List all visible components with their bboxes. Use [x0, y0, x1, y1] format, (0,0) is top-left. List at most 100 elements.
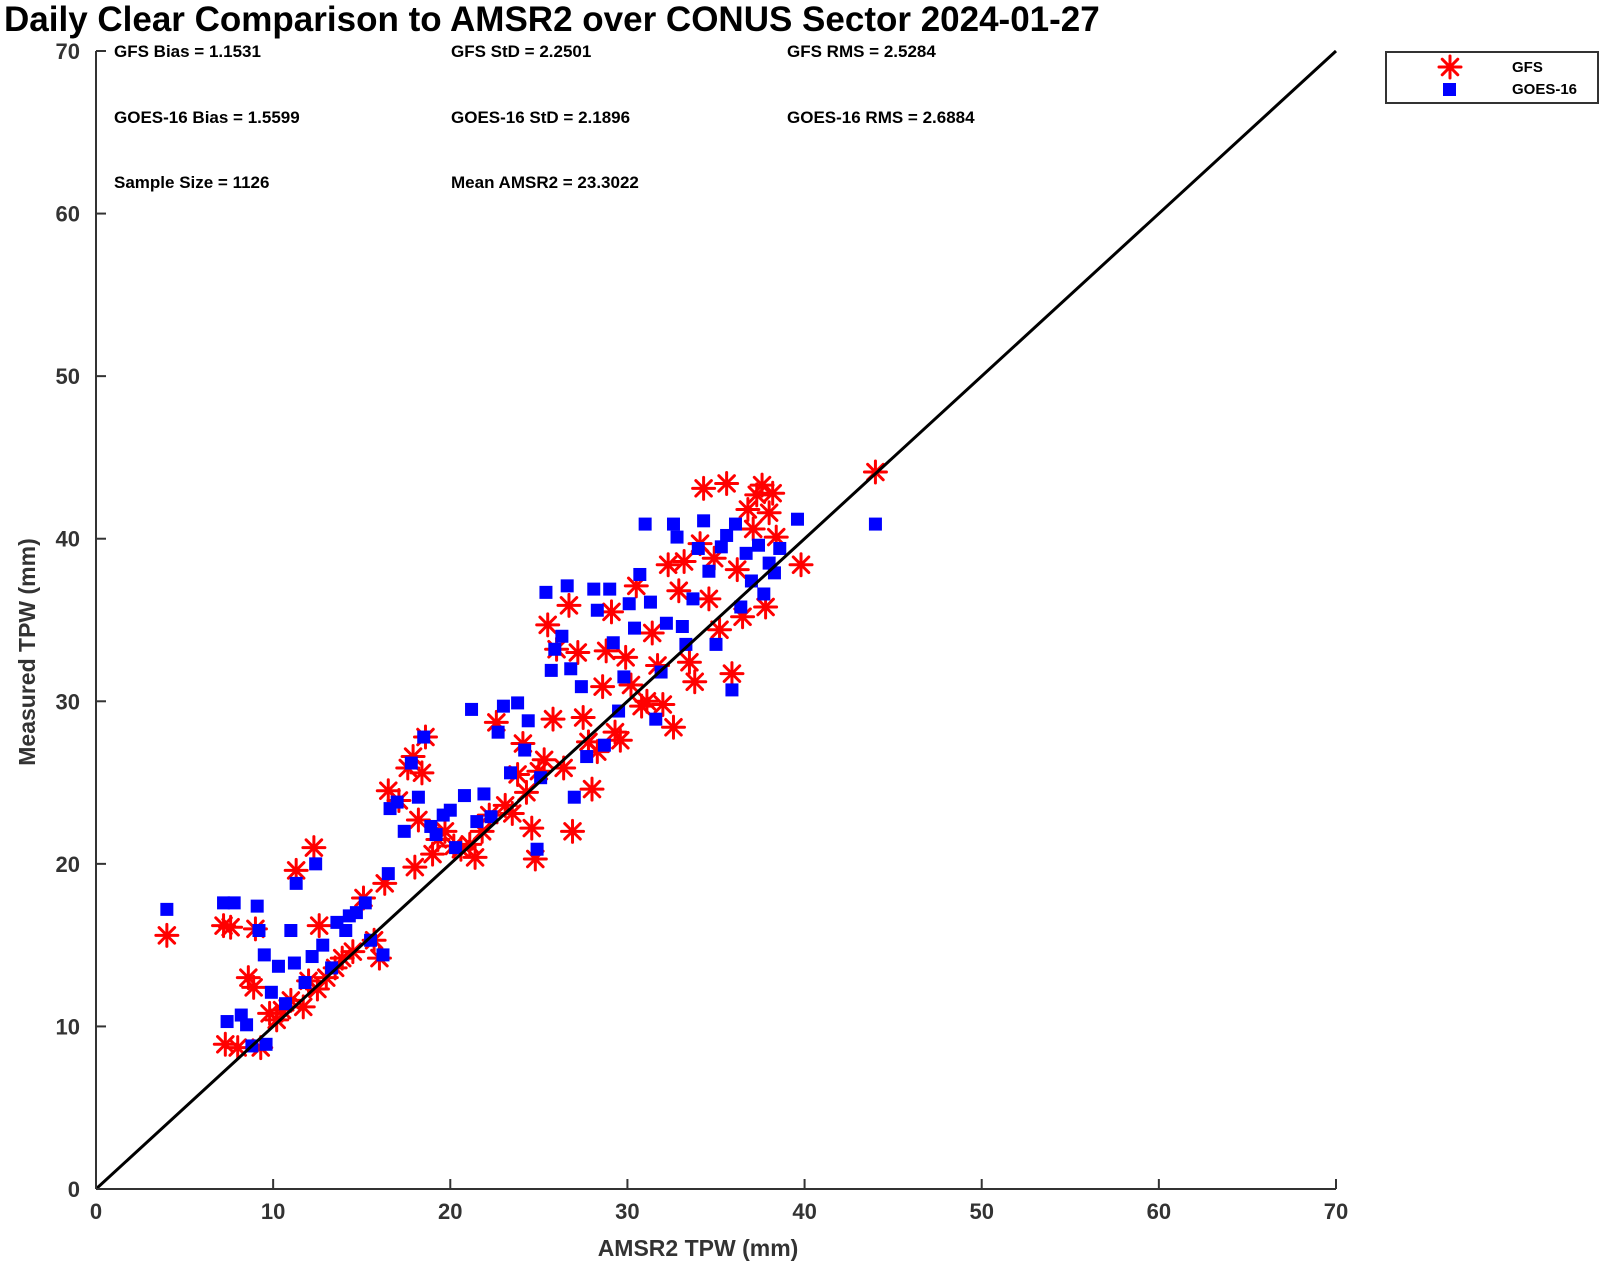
goes16-point: [309, 857, 323, 871]
goes16-point: [539, 585, 553, 599]
goes16-point: [376, 948, 390, 962]
gfs-std-text: GFS StD = 2.2501: [451, 42, 591, 61]
goes16-point: [411, 790, 425, 804]
goes16-point: [643, 595, 657, 609]
gfs-point: [607, 727, 633, 753]
gfs-point: [676, 649, 702, 675]
goes16-point: [590, 603, 604, 617]
goes16-point: [364, 933, 378, 947]
gfs-point: [540, 706, 566, 732]
goes16-point: [284, 924, 298, 938]
goes16-point: [638, 517, 652, 531]
goes16-point: [679, 637, 693, 651]
goes16-point: [227, 896, 241, 910]
goes16-point: [633, 567, 647, 581]
goes16-point: [603, 582, 617, 596]
x-axis-label: AMSR2 TPW (mm): [598, 1235, 799, 1261]
goes16-point: [868, 517, 882, 531]
goes16-point: [606, 636, 620, 650]
goes16-point: [257, 948, 271, 962]
goes16-point: [709, 637, 723, 651]
legend-gfs-asterisk: [1437, 54, 1463, 80]
plot-area: 0 10 20 30 40 50 60 70 0 10 20 30 40 50 60 70: [56, 39, 1349, 1224]
gfs-point: [707, 617, 733, 643]
gfs-point: [598, 599, 624, 625]
goes16-point: [264, 985, 278, 999]
goes16-point: [649, 712, 663, 726]
goes16-point: [555, 629, 569, 643]
goes16-point: [587, 582, 601, 596]
goes16-point: [397, 824, 411, 838]
gfs-point: [570, 705, 596, 731]
x-tick-label: 30: [615, 1199, 639, 1224]
goes16-point: [484, 810, 498, 824]
gfs-point: [306, 913, 332, 939]
gfs-bias-text: GFS Bias = 1.1531: [114, 42, 261, 61]
goes16-point: [457, 789, 471, 803]
gfs-point: [639, 620, 665, 646]
goes16-point: [240, 1018, 254, 1032]
gfs-point: [402, 854, 428, 880]
x-tick-label: 10: [261, 1199, 285, 1224]
gfs-point: [535, 612, 561, 638]
goes-bias-text: GOES-16 Bias = 1.5599: [114, 108, 300, 127]
goes16-point: [622, 597, 636, 611]
gfs-point: [556, 592, 582, 618]
axis-ticks: 0 10 20 30 40 50 60 70 0 10 20 30 40 50 60 70: [56, 39, 1349, 1224]
goes16-point: [628, 621, 642, 635]
goes16-point: [358, 896, 372, 910]
goes16-point: [564, 662, 578, 676]
goes16-point: [757, 587, 771, 601]
x-tick-label: 50: [969, 1199, 993, 1224]
goes16-point: [617, 670, 631, 684]
gfs-point: [788, 552, 814, 578]
goes16-point: [752, 538, 766, 552]
y-tick-label: 40: [56, 527, 80, 552]
gfs-point: [671, 548, 697, 574]
goes16-point: [702, 564, 716, 578]
y-tick-label: 0: [68, 1177, 80, 1202]
gfs-point: [756, 500, 782, 526]
gfs-point: [660, 714, 686, 740]
data-points: [154, 459, 888, 1061]
gfs-point: [241, 974, 267, 1000]
goes16-point: [666, 517, 680, 531]
goes16-point: [349, 906, 363, 920]
legend: GFS GOES-16: [1385, 51, 1599, 104]
goes16-point: [339, 924, 353, 938]
goes-rms-text: GOES-16 RMS = 2.6884: [787, 108, 975, 127]
legend-box: [1385, 51, 1599, 104]
goes16-point: [691, 541, 705, 555]
goes16-point: [720, 528, 734, 542]
goes16-point: [773, 541, 787, 555]
goes16-point: [504, 766, 518, 780]
x-tick-label: 40: [792, 1199, 816, 1224]
one-to-one-line: [94, 49, 1338, 1191]
goes16-point: [289, 876, 303, 890]
goes16-point: [234, 1008, 248, 1022]
goes16-point: [271, 959, 285, 973]
y-tick-label: 50: [56, 364, 80, 389]
gfs-point: [154, 922, 180, 948]
legend-goes-marker: [1443, 83, 1456, 96]
goes16-point: [544, 663, 558, 677]
goes-std-text: GOES-16 StD = 2.1896: [451, 108, 630, 127]
goes16-point: [728, 517, 742, 531]
goes16-point: [298, 976, 312, 990]
goes16-point: [305, 950, 319, 964]
goes16-point: [470, 815, 484, 829]
goes16-point: [417, 730, 431, 744]
gfs-point: [579, 776, 605, 802]
chart-title: Daily Clear Comparison to AMSR2 over CON…: [4, 0, 1100, 39]
gfs-point: [682, 669, 708, 695]
gfs-point: [499, 800, 525, 826]
gfs-point: [613, 644, 639, 670]
goes16-point: [675, 620, 689, 634]
sample-size-text: Sample Size = 1126: [114, 173, 269, 192]
goes16-point: [217, 896, 231, 910]
gfs-point: [405, 807, 431, 833]
goes16-point: [560, 579, 574, 593]
goes16-point: [659, 616, 673, 630]
goes16-point: [465, 702, 479, 716]
x-tick-label: 20: [438, 1199, 462, 1224]
